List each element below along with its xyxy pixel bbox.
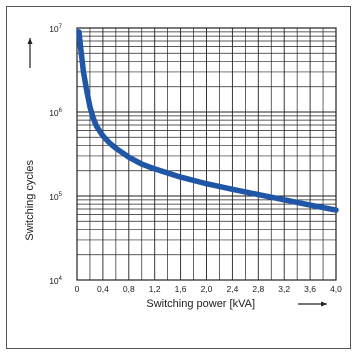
x-tick-label: 0,8 [123,284,135,294]
x-tick-label: 2,0 [201,284,213,294]
grid [76,27,337,281]
x-tick-label: 3,6 [304,284,316,294]
series-layer [76,29,339,213]
y-tick-exponent: 7 [59,24,63,30]
y-tick-exponent: 5 [59,192,63,198]
x-axis-arrow [298,301,327,307]
y-tick-label: 107 [49,24,62,34]
y-tick-label: 105 [49,192,62,202]
x-tick-label: 4,0 [330,284,342,294]
x-tick-label: 0 [75,284,80,294]
x-tick-label: 3,2 [278,284,290,294]
y-tick-label: 106 [49,108,62,118]
y-tick-exponent: 6 [59,108,63,114]
y-axis-label: Switching cycles [24,160,36,241]
x-tick-label: 1,2 [149,284,161,294]
series-line [76,29,339,213]
y-tick-label: 104 [49,276,62,286]
y-tick-labels: 104 105 106 107 [49,24,62,286]
x-tick-label: 1,6 [175,284,187,294]
x-axis-label: Switching power [kVA] [146,298,255,310]
y-axis-arrow [27,38,33,68]
plot-border [76,27,337,281]
x-tick-label: 0,4 [97,284,109,294]
y-tick-exponent: 4 [59,276,63,282]
x-tick-labels: 0 0,4 0,8 1,2 1,6 2,0 2,4 2,8 3,2 3,6 4,0 [75,284,343,294]
x-tick-label: 2,4 [226,284,238,294]
x-tick-label: 2,8 [252,284,264,294]
